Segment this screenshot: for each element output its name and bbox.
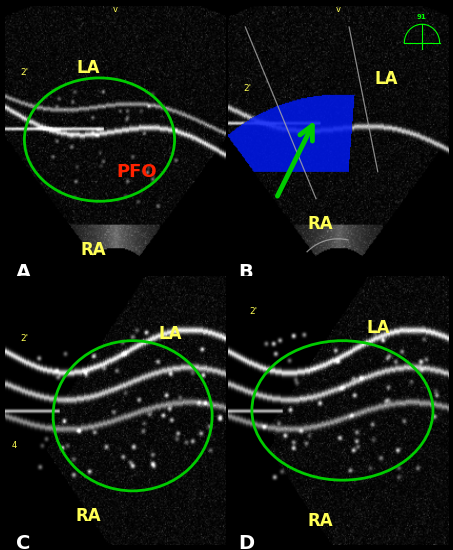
Text: 2': 2' — [250, 307, 258, 316]
Text: 91: 91 — [417, 14, 427, 20]
Text: RA: RA — [76, 507, 101, 525]
Text: RA: RA — [80, 241, 106, 260]
Text: RA: RA — [308, 512, 333, 530]
Text: 2': 2' — [20, 68, 28, 77]
Text: v: v — [336, 4, 341, 14]
Text: RA: RA — [308, 214, 333, 233]
Text: LA: LA — [366, 319, 390, 337]
Text: 4: 4 — [11, 441, 16, 450]
Text: PFO: PFO — [117, 163, 157, 181]
Text: C: C — [15, 534, 30, 550]
Text: D: D — [239, 534, 255, 550]
Text: v: v — [112, 4, 117, 14]
Text: LA: LA — [375, 70, 398, 88]
Text: LA: LA — [77, 59, 100, 77]
Text: B: B — [239, 263, 253, 282]
Text: 2': 2' — [243, 84, 251, 94]
Text: LA: LA — [159, 324, 182, 343]
Text: A: A — [15, 263, 31, 282]
Text: 2': 2' — [20, 334, 28, 343]
